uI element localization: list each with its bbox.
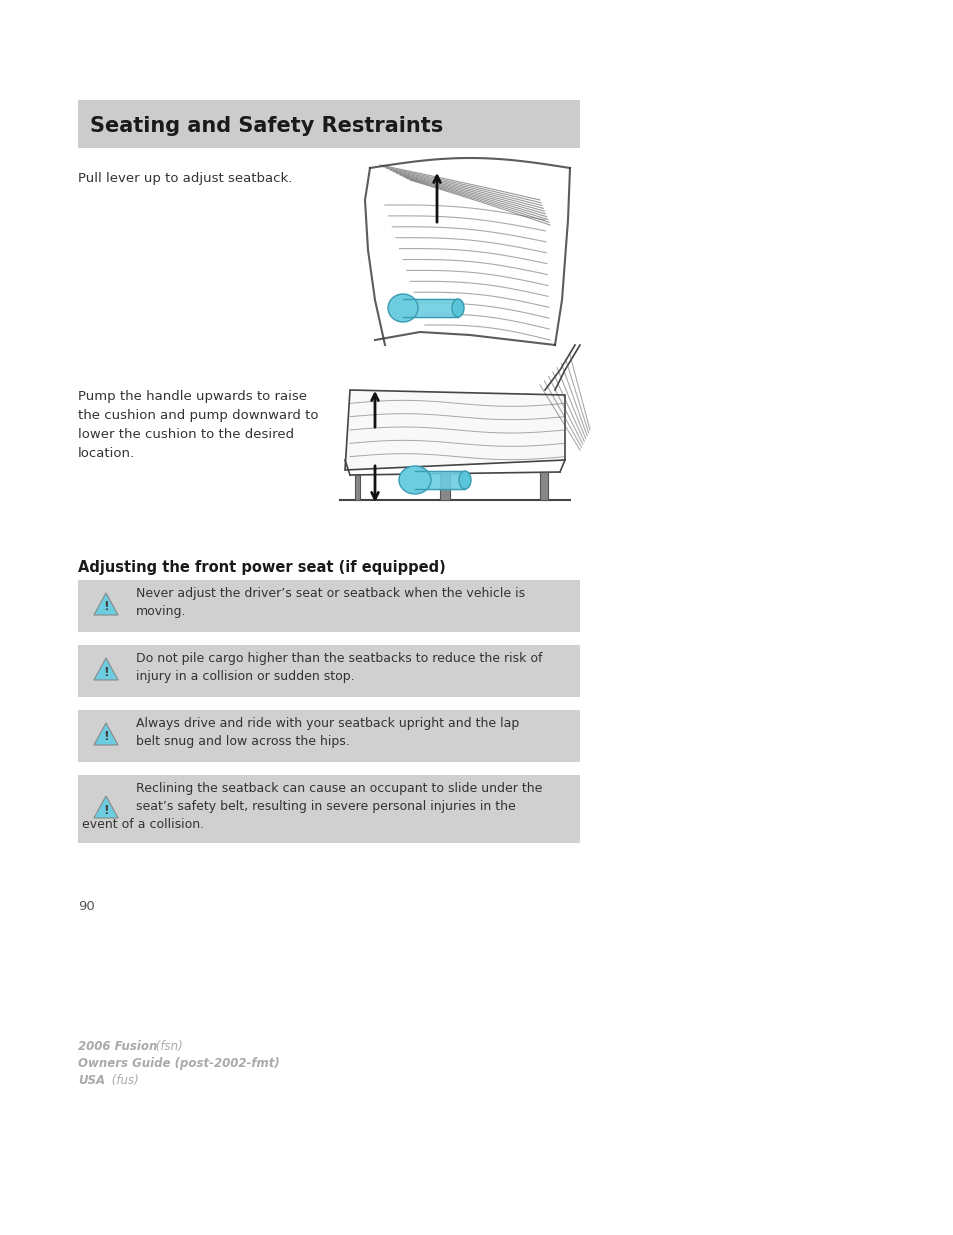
Text: Seating and Safety Restraints: Seating and Safety Restraints [90, 116, 443, 136]
Text: !: ! [103, 600, 109, 614]
Polygon shape [345, 390, 564, 471]
Bar [78, 100, 579, 148]
Text: Never adjust the driver’s seat or seatback when the vehicle is
moving.: Never adjust the driver’s seat or seatba… [136, 587, 524, 618]
Text: !: ! [103, 730, 109, 743]
Bar [355, 475, 359, 500]
Text: Owners Guide (post-2002-fmt): Owners Guide (post-2002-fmt) [78, 1057, 279, 1070]
Bar [78, 710, 579, 762]
Text: (fus): (fus) [108, 1074, 138, 1087]
Polygon shape [93, 658, 118, 680]
Text: 90: 90 [78, 900, 94, 913]
Ellipse shape [458, 471, 471, 489]
Bar [78, 776, 579, 844]
Text: Always drive and ride with your seatback upright and the lap
belt snug and low a: Always drive and ride with your seatback… [136, 718, 518, 748]
Text: event of a collision.: event of a collision. [82, 818, 204, 831]
Bar [439, 474, 450, 500]
Text: Reclining the seatback can cause an occupant to slide under the
seat’s safety be: Reclining the seatback can cause an occu… [136, 782, 542, 813]
Text: Pull lever up to adjust seatback.: Pull lever up to adjust seatback. [78, 172, 292, 185]
Ellipse shape [388, 294, 417, 322]
Bar [78, 645, 579, 697]
Ellipse shape [452, 299, 463, 317]
Text: Pump the handle upwards to raise
the cushion and pump downward to
lower the cush: Pump the handle upwards to raise the cus… [78, 390, 318, 459]
Bar [78, 580, 579, 632]
Text: !: ! [103, 804, 109, 816]
Bar [539, 472, 547, 500]
Polygon shape [93, 797, 118, 818]
Polygon shape [93, 722, 118, 745]
Text: Do not pile cargo higher than the seatbacks to reduce the risk of
injury in a co: Do not pile cargo higher than the seatba… [136, 652, 542, 683]
Ellipse shape [398, 466, 431, 494]
Text: USA: USA [78, 1074, 105, 1087]
Text: 2006 Fusion: 2006 Fusion [78, 1040, 157, 1053]
Polygon shape [93, 593, 118, 615]
Text: (fsn): (fsn) [152, 1040, 183, 1053]
Text: Adjusting the front power seat (if equipped): Adjusting the front power seat (if equip… [78, 559, 445, 576]
Text: !: ! [103, 666, 109, 678]
